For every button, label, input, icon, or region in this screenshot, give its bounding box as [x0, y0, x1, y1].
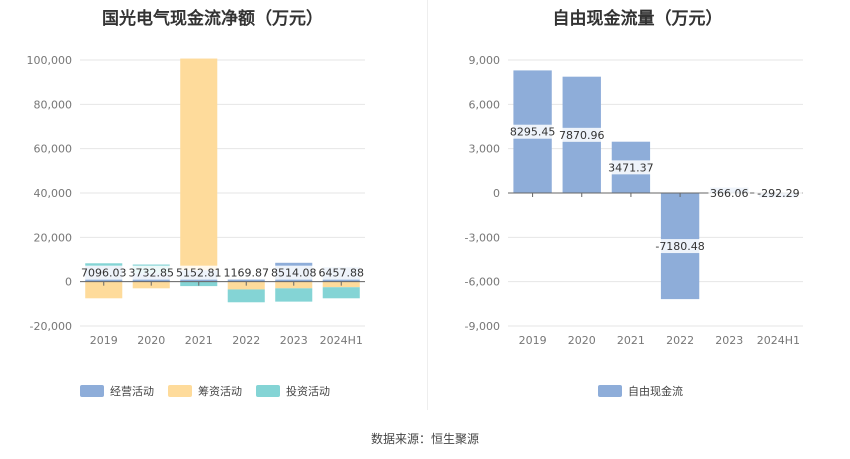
- x-tick-label: 2022: [666, 334, 694, 347]
- data-label-bg: [754, 186, 803, 200]
- y-tick-label: 3,000: [469, 143, 501, 156]
- data-label: 7096.03: [81, 267, 127, 280]
- y-tick-label: 100,000: [27, 54, 73, 67]
- bar-2022-0: [227, 279, 265, 282]
- y-tick-label: -20,000: [30, 320, 72, 333]
- data-label-bg: [174, 265, 223, 280]
- y-tick-label: 40,000: [34, 187, 73, 200]
- data-label: 6457.88: [319, 267, 365, 280]
- data-label-bg: [652, 239, 708, 254]
- x-tick-label: 2022: [232, 334, 260, 347]
- data-label: 3732.85: [129, 267, 175, 280]
- data-label: -7180.48: [655, 240, 704, 253]
- y-tick-label: 0: [65, 276, 72, 289]
- x-tick-label: 2023: [715, 334, 743, 347]
- legend-free-cashflow: 自由现金流: [598, 383, 683, 399]
- data-label: 8295.45: [510, 126, 556, 139]
- legend-label-financing: 筹资活动: [198, 385, 242, 398]
- y-tick-label: 80,000: [34, 98, 73, 111]
- data-label: 8514.08: [271, 267, 317, 280]
- y-tick-label: -3,000: [465, 231, 500, 244]
- y-tick-label: 20,000: [34, 231, 73, 244]
- bar-2022-2: [227, 289, 265, 303]
- x-tick-label: 2019: [519, 334, 547, 347]
- y-tick-label: 9,000: [469, 54, 501, 67]
- bar-2023-2: [275, 288, 313, 302]
- bar-2024H1-2: [322, 287, 360, 299]
- legend-swatch-financing: [168, 385, 192, 397]
- legend-swatch-investing: [256, 385, 280, 397]
- legend-swatch-operating: [80, 385, 104, 397]
- legend-swatch-free-cashflow: [598, 385, 622, 397]
- y-tick-label: -9,000: [465, 320, 500, 333]
- data-label-bg: [508, 124, 557, 139]
- data-label-bg: [557, 127, 606, 142]
- bar-2019-1: [85, 281, 123, 299]
- legend-cashflow: 经营活动 筹资活动 投资活动: [80, 383, 330, 399]
- bar-2021-1: [180, 58, 218, 271]
- data-label-bg: [127, 265, 176, 280]
- x-tick-label: 2020: [568, 334, 596, 347]
- legend-item-investing[interactable]: 投资活动: [256, 383, 330, 399]
- x-tick-label: 2019: [90, 334, 118, 347]
- data-label-bg: [317, 265, 366, 280]
- data-label: 5152.81: [176, 267, 222, 280]
- legend-item-financing[interactable]: 筹资活动: [168, 383, 242, 399]
- data-label-bg: [79, 265, 128, 280]
- x-tick-label: 2021: [617, 334, 645, 347]
- legend-item-operating[interactable]: 经营活动: [80, 383, 154, 399]
- data-label-bg: [222, 265, 271, 280]
- legend-label-free-cashflow: 自由现金流: [628, 385, 683, 398]
- x-tick-label: 2023: [280, 334, 308, 347]
- x-tick-label: 2024H1: [320, 334, 363, 347]
- legend-label-operating: 经营活动: [110, 385, 154, 398]
- bar-2019-2: [85, 263, 123, 266]
- source-note: 数据来源：恒生聚源: [370, 432, 479, 446]
- data-label: 1169.87: [224, 267, 270, 280]
- data-label-bg: [708, 186, 751, 200]
- x-tick-label: 2020: [137, 334, 165, 347]
- x-tick-label: 2021: [185, 334, 213, 347]
- data-label-bg: [606, 160, 656, 175]
- panel-divider: [427, 0, 428, 410]
- legend-item-free-cashflow[interactable]: 自由现金流: [598, 383, 683, 399]
- y-tick-label: 6,000: [469, 98, 501, 111]
- data-label: 3471.37: [608, 161, 654, 174]
- y-tick-label: 60,000: [34, 143, 73, 156]
- data-label: 366.06: [710, 187, 749, 200]
- y-tick-label: 0: [493, 187, 500, 200]
- data-label: -292.29: [757, 187, 799, 200]
- chart-title-free-cashflow: 自由现金流量（万元）: [552, 9, 723, 29]
- legend-label-investing: 投资活动: [286, 385, 330, 398]
- data-label-bg: [269, 265, 318, 280]
- x-tick-label: 2024H1: [757, 334, 800, 347]
- chart-title-cashflow: 国光电气现金流净额（万元）: [102, 9, 323, 29]
- data-label: 7870.96: [559, 129, 605, 142]
- y-tick-label: -6,000: [465, 276, 500, 289]
